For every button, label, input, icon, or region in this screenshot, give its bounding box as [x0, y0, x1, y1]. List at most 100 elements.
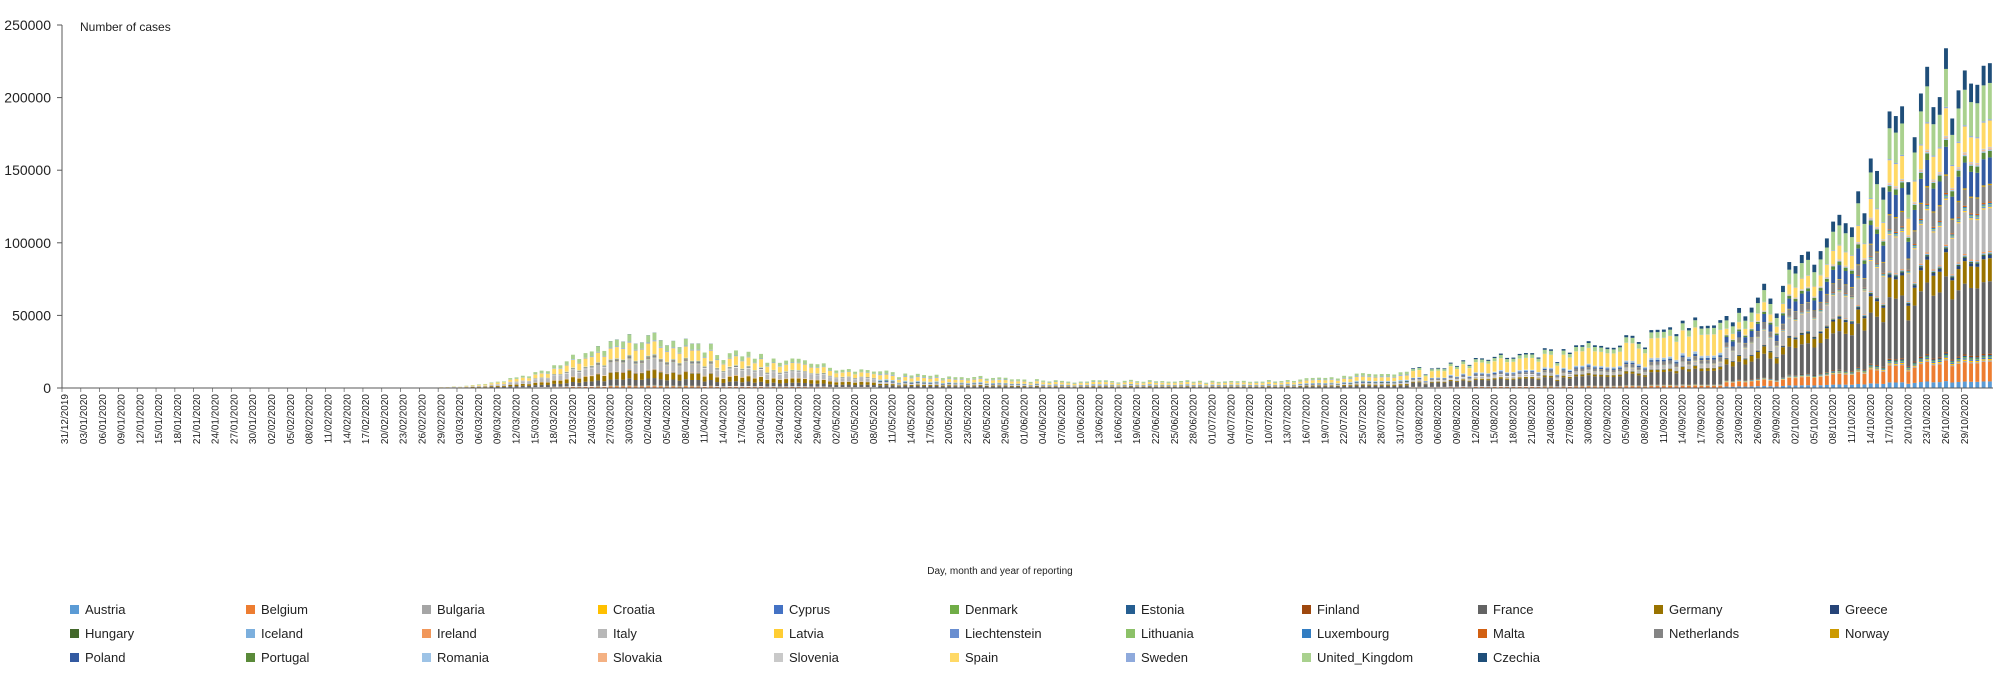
- bar-segment: [1417, 370, 1422, 378]
- bar-segment: [1787, 377, 1792, 378]
- bar-segment: [1956, 223, 1961, 263]
- bar-segment: [1423, 374, 1428, 377]
- bar-segment: [1944, 48, 1948, 69]
- bar-segment: [1511, 376, 1516, 378]
- bar-segment: [1962, 208, 1967, 210]
- bar-segment: [1969, 260, 1973, 263]
- bar-segment: [746, 351, 751, 357]
- bar-segment: [1586, 373, 1591, 376]
- bar-segment: [1956, 362, 1961, 364]
- legend-item: Czechia: [1478, 650, 1540, 665]
- bar-segment: [1806, 312, 1810, 331]
- bar-segment: [1856, 305, 1861, 307]
- bar-segment: [1875, 266, 1879, 267]
- bar-segment: [1799, 377, 1804, 386]
- bar-segment: [1900, 358, 1905, 360]
- bar-segment: [1849, 268, 1854, 270]
- bar-segment: [1812, 296, 1817, 297]
- x-tick-label: 31/12/2019: [60, 394, 71, 444]
- bar-segment: [1906, 235, 1911, 237]
- bar-segment: [997, 384, 1002, 386]
- bar-segment: [1906, 366, 1911, 368]
- bar-segment: [1649, 372, 1654, 385]
- bar-segment: [1975, 164, 1980, 166]
- x-tick-label: 20/04/2020: [756, 394, 767, 444]
- bar-segment: [1856, 244, 1861, 249]
- bar-segment: [708, 362, 713, 364]
- legend-item: Estonia: [1126, 602, 1184, 617]
- bar-segment: [1555, 365, 1560, 375]
- bar-segment: [1455, 366, 1459, 369]
- bar-segment: [890, 383, 895, 384]
- bar-segment: [1856, 305, 1861, 306]
- x-tick-label: 12/03/2020: [512, 394, 523, 444]
- bar-segment: [721, 378, 726, 383]
- bar-segment: [1530, 377, 1535, 379]
- legend-swatch: [1830, 629, 1839, 639]
- bar-segment: [571, 359, 575, 368]
- bar-segment: [527, 381, 532, 384]
- bar-segment: [1461, 377, 1466, 379]
- bar-segment: [627, 342, 632, 355]
- bar-segment: [1837, 314, 1842, 316]
- bar-segment: [1367, 377, 1372, 381]
- bar-segment: [1881, 241, 1886, 246]
- bar-segment: [1580, 376, 1585, 386]
- bar-segment: [1937, 358, 1942, 360]
- bar-segment: [1818, 288, 1823, 291]
- bar-segment: [1931, 359, 1936, 361]
- bar-segment: [1975, 263, 1980, 267]
- bar-segment: [1486, 363, 1491, 374]
- bar-segment: [1787, 296, 1792, 299]
- bar-segment: [790, 362, 795, 364]
- bar-segment: [1875, 297, 1879, 299]
- bar-segment: [1881, 322, 1886, 367]
- bar-segment: [1969, 358, 1973, 360]
- x-tick-label: 15/08/2020: [1490, 394, 1501, 444]
- bar-segment: [1743, 343, 1748, 347]
- bar-segment: [1110, 386, 1115, 387]
- bar-segment: [1749, 321, 1754, 329]
- bar-segment: [1912, 362, 1917, 364]
- bar-segment: [1172, 381, 1177, 383]
- bar-segment: [577, 382, 582, 387]
- bar-segment: [708, 343, 713, 350]
- bar-segment: [721, 382, 726, 387]
- bar-segment: [1097, 386, 1102, 388]
- bar-segment: [564, 364, 569, 366]
- bar-segment: [1950, 233, 1955, 235]
- bar-segment: [1818, 330, 1823, 332]
- bar-segment: [1806, 275, 1810, 287]
- bar-segment: [859, 384, 864, 387]
- bar-segment: [1060, 380, 1064, 383]
- bar-segment: [1925, 360, 1930, 362]
- bar-segment: [596, 365, 600, 374]
- bar-segment: [1755, 350, 1760, 352]
- bar-segment: [1755, 337, 1760, 350]
- bar-segment: [890, 374, 895, 376]
- bar-segment: [1436, 378, 1441, 379]
- bar-segment: [558, 365, 563, 369]
- bar-segment: [1787, 334, 1792, 336]
- bar-segment: [1962, 153, 1967, 155]
- bar-segment: [966, 385, 970, 387]
- bar-segment: [614, 386, 619, 388]
- bar-segment: [1787, 317, 1792, 319]
- bar-segment: [1141, 381, 1146, 383]
- bar-segment: [746, 356, 751, 358]
- bar-segment: [1912, 248, 1917, 250]
- bar-segment: [1348, 382, 1353, 383]
- bar-segment: [639, 348, 644, 350]
- bar-segment: [1379, 383, 1384, 385]
- bar-segment: [1962, 255, 1967, 257]
- bar-segment: [1862, 287, 1867, 289]
- bar-segment: [1147, 386, 1152, 387]
- bar-segment: [1354, 383, 1359, 385]
- bar-segment: [1586, 365, 1591, 367]
- bar-segment: [1843, 319, 1848, 321]
- bar-segment: [997, 382, 1002, 384]
- bar-segment: [1611, 353, 1616, 367]
- bar-segment: [1160, 386, 1165, 388]
- bar-segment: [1536, 386, 1541, 388]
- bar-segment: [752, 387, 757, 388]
